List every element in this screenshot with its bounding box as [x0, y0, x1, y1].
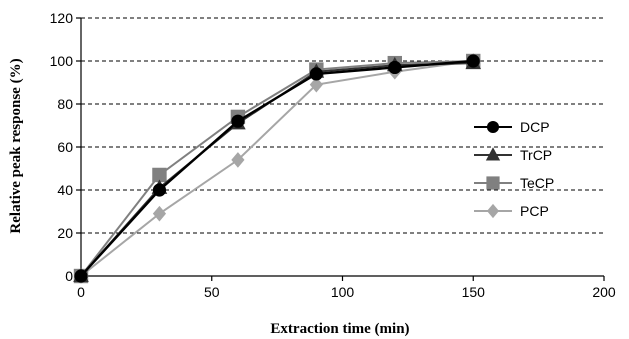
legend-marker-trcp — [485, 147, 501, 161]
legend-label-trcp: TrCP — [520, 147, 552, 163]
data-point-dcp-30 — [152, 183, 167, 197]
data-point-pcp-30 — [152, 205, 167, 222]
x-tick-label-200: 200 — [592, 284, 616, 300]
x-tick-labels: 0 50 100 150 200 — [77, 284, 616, 300]
x-tick-label-150: 150 — [462, 284, 486, 300]
legend-marker-dcp — [486, 120, 500, 134]
x-tick-label-50: 50 — [204, 284, 220, 300]
data-point-dcp-150 — [466, 54, 480, 68]
y-tick-labels: 0 20 40 60 80 100 120 — [50, 10, 74, 284]
data-point-pcp-90 — [309, 76, 323, 93]
data-point-tecp-30 — [152, 167, 167, 183]
x-tick-label-100: 100 — [331, 284, 355, 300]
legend-item-trcp: TrCP — [474, 147, 552, 163]
y-tick-label-20: 20 — [57, 225, 73, 241]
legend-marker-tecp — [486, 176, 500, 190]
y-axis-label: Relative peak response (%) — [8, 58, 24, 233]
legend-marker-pcp — [486, 203, 500, 219]
legend-item-tecp: TeCP — [474, 175, 554, 191]
y-tick-label-120: 120 — [50, 10, 74, 26]
y-tick-label-40: 40 — [57, 182, 73, 198]
data-point-pcp-60 — [231, 152, 245, 168]
series-line-dcp — [80, 59, 474, 277]
series-pcp — [74, 53, 480, 284]
series-line-trcp — [80, 62, 474, 277]
legend-label-tecp: TeCP — [520, 175, 554, 191]
legend-item-dcp: DCP — [474, 119, 550, 135]
series-trcp — [73, 54, 482, 282]
x-axis-label: Extraction time (min) — [270, 321, 409, 337]
x-tick-label-0: 0 — [77, 284, 85, 300]
series-line-tecp — [80, 60, 474, 277]
data-point-dcp-0 — [74, 269, 88, 283]
legend-label-dcp: DCP — [520, 119, 550, 135]
grid-lines — [81, 17, 604, 234]
series-dcp — [74, 54, 480, 283]
data-point-dcp-90 — [309, 67, 323, 81]
series-line-pcp — [80, 60, 474, 277]
data-point-dcp-120 — [388, 60, 402, 75]
y-tick-label-100: 100 — [50, 53, 74, 69]
data-point-dcp-60 — [231, 114, 245, 128]
y-tick-label-0: 0 — [65, 268, 73, 284]
series-tecp — [73, 53, 481, 284]
data-series — [73, 53, 482, 284]
y-tick-label-80: 80 — [57, 96, 73, 112]
legend-label-pcp: PCP — [520, 203, 549, 219]
legend-item-pcp: PCP — [474, 203, 549, 219]
legend: DCP TrCP TeCP PCP — [474, 119, 554, 219]
y-tick-label-60: 60 — [57, 139, 73, 155]
